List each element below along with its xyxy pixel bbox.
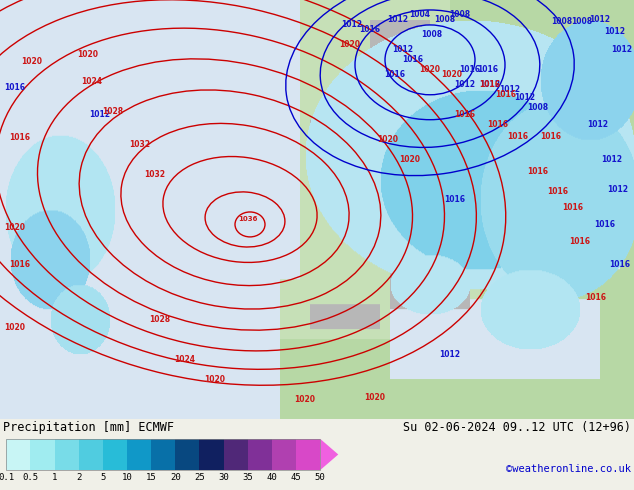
Bar <box>296 439 320 470</box>
Text: 1008: 1008 <box>434 16 456 24</box>
Bar <box>6 439 320 470</box>
Text: 1012: 1012 <box>602 155 623 164</box>
Text: 1012: 1012 <box>89 110 110 119</box>
Text: 1012: 1012 <box>612 46 633 54</box>
Text: 1012: 1012 <box>604 27 626 36</box>
Text: 1020: 1020 <box>339 40 361 49</box>
Bar <box>127 439 151 470</box>
Text: 1028: 1028 <box>150 315 171 324</box>
Text: 1016: 1016 <box>460 65 481 74</box>
Text: 1016: 1016 <box>488 120 508 129</box>
Text: 1016: 1016 <box>444 195 465 204</box>
Text: 1024: 1024 <box>82 77 103 86</box>
Text: 1020: 1020 <box>377 135 399 144</box>
Text: 1032: 1032 <box>129 140 150 149</box>
Text: 1028: 1028 <box>103 107 124 116</box>
Bar <box>272 439 296 470</box>
Text: 0.1: 0.1 <box>0 473 15 482</box>
Polygon shape <box>320 439 339 470</box>
Text: 1016: 1016 <box>562 203 583 212</box>
Text: 1016: 1016 <box>548 187 569 196</box>
Text: 1016: 1016 <box>384 70 406 79</box>
Text: 1016: 1016 <box>541 132 562 141</box>
Text: 1008: 1008 <box>527 103 548 112</box>
Text: 35: 35 <box>242 473 253 482</box>
Text: 1020: 1020 <box>4 323 25 332</box>
Text: 1016: 1016 <box>455 110 476 119</box>
Text: 1032: 1032 <box>145 170 165 179</box>
Text: 30: 30 <box>218 473 229 482</box>
Text: 1020: 1020 <box>22 57 42 66</box>
Text: 45: 45 <box>290 473 301 482</box>
Bar <box>30 439 55 470</box>
Text: 1012: 1012 <box>439 349 460 359</box>
Bar <box>248 439 272 470</box>
Text: 1016: 1016 <box>403 55 424 64</box>
Bar <box>176 439 200 470</box>
Bar <box>79 439 103 470</box>
Text: 1012: 1012 <box>515 93 536 102</box>
Text: 1012: 1012 <box>588 120 609 129</box>
Text: Su 02-06-2024 09..12 UTC (12+96): Su 02-06-2024 09..12 UTC (12+96) <box>403 421 631 434</box>
Text: 1024: 1024 <box>174 355 195 364</box>
Text: 1016: 1016 <box>10 260 30 269</box>
Text: 1016: 1016 <box>4 83 25 92</box>
Bar <box>55 439 79 470</box>
Text: 20: 20 <box>170 473 181 482</box>
Text: 1016: 1016 <box>10 133 30 142</box>
Bar <box>224 439 248 470</box>
Text: 2: 2 <box>76 473 81 482</box>
Text: 1020: 1020 <box>77 50 98 59</box>
Text: 1016: 1016 <box>586 293 607 302</box>
Text: 1020: 1020 <box>205 374 226 384</box>
Text: 1016: 1016 <box>496 90 517 99</box>
Text: 0.5: 0.5 <box>22 473 39 482</box>
Text: 1016: 1016 <box>359 25 380 34</box>
Text: 1008: 1008 <box>571 18 593 26</box>
Text: 1016: 1016 <box>569 237 590 246</box>
Text: 1008: 1008 <box>422 30 443 39</box>
Text: 1020: 1020 <box>441 70 462 79</box>
Text: 10: 10 <box>122 473 133 482</box>
Text: 25: 25 <box>194 473 205 482</box>
Text: 1012: 1012 <box>479 80 500 89</box>
Text: 5: 5 <box>100 473 106 482</box>
Text: 1020: 1020 <box>365 392 385 401</box>
Text: 1012: 1012 <box>500 85 521 94</box>
Text: 1016: 1016 <box>609 260 630 269</box>
Text: 1: 1 <box>52 473 57 482</box>
Bar <box>200 439 224 470</box>
Text: 1004: 1004 <box>410 10 430 20</box>
Text: 1016: 1016 <box>477 65 498 74</box>
Bar <box>6 439 30 470</box>
Text: 1012: 1012 <box>342 21 363 29</box>
Text: 1020: 1020 <box>4 223 25 232</box>
Text: 1020: 1020 <box>420 65 441 74</box>
Text: 1012: 1012 <box>392 46 413 54</box>
Text: 40: 40 <box>266 473 277 482</box>
Text: 1016: 1016 <box>479 80 500 89</box>
Text: 1036: 1036 <box>238 217 257 222</box>
Text: 1016: 1016 <box>527 167 548 176</box>
Text: 1012: 1012 <box>455 80 476 89</box>
Text: 1020: 1020 <box>295 394 316 403</box>
Bar <box>103 439 127 470</box>
Text: 1020: 1020 <box>399 155 420 164</box>
Text: 50: 50 <box>315 473 325 482</box>
Text: 1012: 1012 <box>607 185 628 194</box>
Text: 15: 15 <box>146 473 157 482</box>
Text: 1008: 1008 <box>552 18 573 26</box>
Text: 1008: 1008 <box>450 10 470 20</box>
Text: ©weatheronline.co.uk: ©weatheronline.co.uk <box>506 464 631 474</box>
Bar <box>151 439 176 470</box>
Text: 1012: 1012 <box>387 16 408 24</box>
Text: 1012: 1012 <box>590 16 611 24</box>
Text: 1016: 1016 <box>507 132 529 141</box>
Text: Precipitation [mm] ECMWF: Precipitation [mm] ECMWF <box>3 421 174 434</box>
Text: 1016: 1016 <box>595 220 616 229</box>
